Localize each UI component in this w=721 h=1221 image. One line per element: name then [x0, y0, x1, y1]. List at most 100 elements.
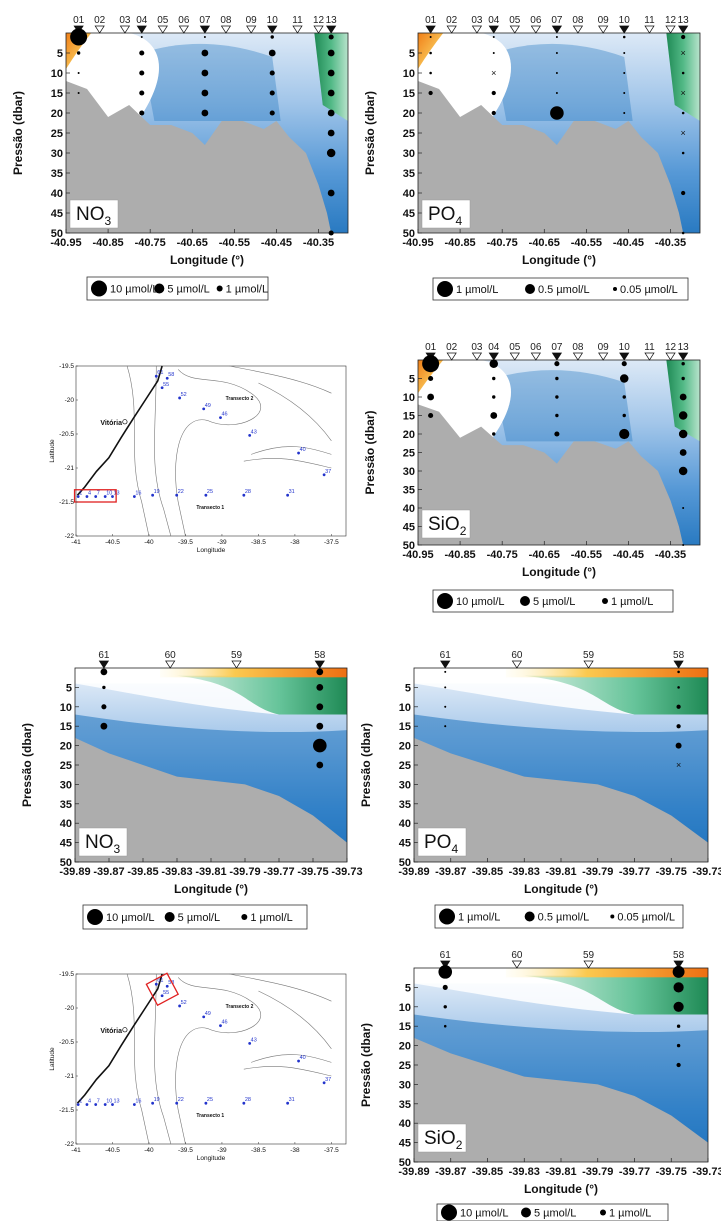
x-tick-label: -39.75 — [656, 1166, 687, 1178]
map-x-tick-label: -40.5 — [105, 1147, 120, 1154]
map-station-dot — [76, 495, 80, 498]
sample-bubble — [428, 375, 434, 382]
water-mass-green — [314, 33, 348, 121]
x-tick-label: -39.85 — [127, 866, 158, 878]
legend-label: 1 µmol/L — [250, 912, 292, 924]
sample-bubble — [101, 704, 107, 710]
map-station-label: 25 — [207, 1097, 213, 1103]
map-station-label: 10 — [106, 491, 112, 497]
map-station-label: 37 — [325, 1077, 331, 1083]
legend-bubble — [524, 911, 535, 922]
legend-box — [432, 277, 689, 301]
x-tick-label: -40.75 — [487, 237, 518, 249]
city-label: Vitória — [100, 420, 122, 427]
nutrient-label-main: NO — [85, 832, 114, 853]
map-station-label: 10 — [106, 1099, 112, 1105]
y-tick-label: 30 — [60, 779, 72, 791]
legend-label: 1 µmol/L — [456, 284, 498, 296]
map-station-label: 61 — [157, 978, 163, 984]
map-frame — [75, 365, 347, 537]
map-x-tick-label: -40 — [144, 539, 154, 546]
map-x-tick-label: -39.5 — [178, 539, 193, 546]
map-station-dot — [132, 495, 136, 498]
sample-bubble — [550, 106, 564, 120]
seafloor — [414, 737, 708, 862]
sample-bubble — [622, 413, 626, 418]
map-station-label: 46 — [221, 412, 227, 418]
sample-bubble — [619, 428, 630, 440]
legend-label: 1 µmol/L — [226, 284, 268, 296]
sample-bubble — [677, 670, 680, 674]
sample-bubble — [554, 361, 560, 367]
map-station-dot — [322, 473, 326, 477]
y-tick-label: 45 — [399, 1138, 411, 1150]
legend-box — [436, 1203, 669, 1221]
nutrient-label: PO4 — [424, 832, 458, 856]
sample-bubble — [681, 71, 685, 75]
legend-label: 0.5 µmol/L — [538, 284, 590, 296]
sample-bubble — [676, 1062, 681, 1068]
sample-bubble — [327, 49, 335, 57]
legend-bubble — [602, 598, 608, 604]
sample-bubble — [422, 355, 440, 373]
station-marker — [511, 660, 523, 669]
map-station-dot — [178, 1004, 182, 1008]
map-station-label: 58 — [168, 372, 174, 378]
legend-label: 0.05 µmol/L — [617, 912, 675, 924]
map-station-dot — [286, 493, 290, 497]
map-station-dot — [76, 1103, 80, 1106]
y-tick-label: 35 — [51, 168, 63, 180]
map-station-dot — [160, 386, 164, 390]
y-tick-label: 5 — [66, 682, 72, 694]
x-tick-label: -39.89 — [398, 1166, 429, 1178]
map-station-dot — [322, 1081, 326, 1085]
station-label: 61 — [440, 650, 452, 661]
sample-bubble — [70, 28, 88, 46]
sample-cross: × — [681, 128, 686, 138]
map-station-dot — [111, 1103, 114, 1106]
sample-bubble — [139, 50, 145, 56]
isobath-line — [258, 990, 332, 1049]
legend-bubble — [613, 287, 617, 291]
station-marker — [446, 352, 457, 361]
station-label: 02 — [446, 15, 458, 26]
highlight-box — [145, 972, 180, 1007]
nutrient-label-main: NO — [76, 204, 105, 225]
sample-bubble — [326, 148, 336, 158]
map-x-tick-label: -39.5 — [178, 1147, 193, 1154]
y-tick-label: 30 — [399, 779, 411, 791]
map-station-label: 16 — [135, 1099, 141, 1105]
y-tick-label: 45 — [403, 522, 415, 534]
isobath-line — [154, 973, 172, 1145]
sample-bubble — [681, 376, 685, 381]
map-station-label: 46 — [221, 1020, 227, 1026]
map-y-tick-label: -21.5 — [59, 499, 74, 506]
map-y-axis-title: Latitude — [49, 439, 56, 463]
water-core-blue — [493, 370, 633, 442]
y-tick-label: 50 — [51, 228, 63, 240]
sample-bubble — [678, 429, 688, 439]
map-station-dot — [160, 994, 164, 998]
water-mass-orange — [505, 668, 708, 678]
water-core-blue — [493, 43, 633, 122]
nutrient-label-sub: 3 — [105, 214, 112, 228]
sample-bubble — [492, 36, 495, 38]
station-label: 10 — [619, 15, 631, 26]
station-label: 12 — [665, 15, 677, 26]
map-station-label: 52 — [181, 1000, 187, 1006]
station-label: 60 — [511, 650, 523, 661]
legend-bubble — [437, 593, 453, 609]
location-map-2: Vitória 1 4 7 10 13 16 19 22 25 28 31 37 40 43 46 49 52 55… — [49, 971, 347, 1162]
legend-box — [432, 589, 674, 613]
sample-bubble — [555, 376, 559, 381]
sample-bubble — [679, 449, 687, 456]
sample-bubble — [681, 362, 685, 366]
station-marker — [509, 25, 520, 34]
x-tick-label: -39.87 — [435, 866, 466, 878]
x-tick-label: -40.35 — [655, 237, 686, 249]
map-station-dot — [111, 495, 114, 498]
legend-box — [82, 904, 308, 930]
map-station-label: 28 — [245, 1097, 251, 1103]
station-label: 61 — [440, 950, 452, 961]
legend-bubble — [610, 914, 615, 919]
